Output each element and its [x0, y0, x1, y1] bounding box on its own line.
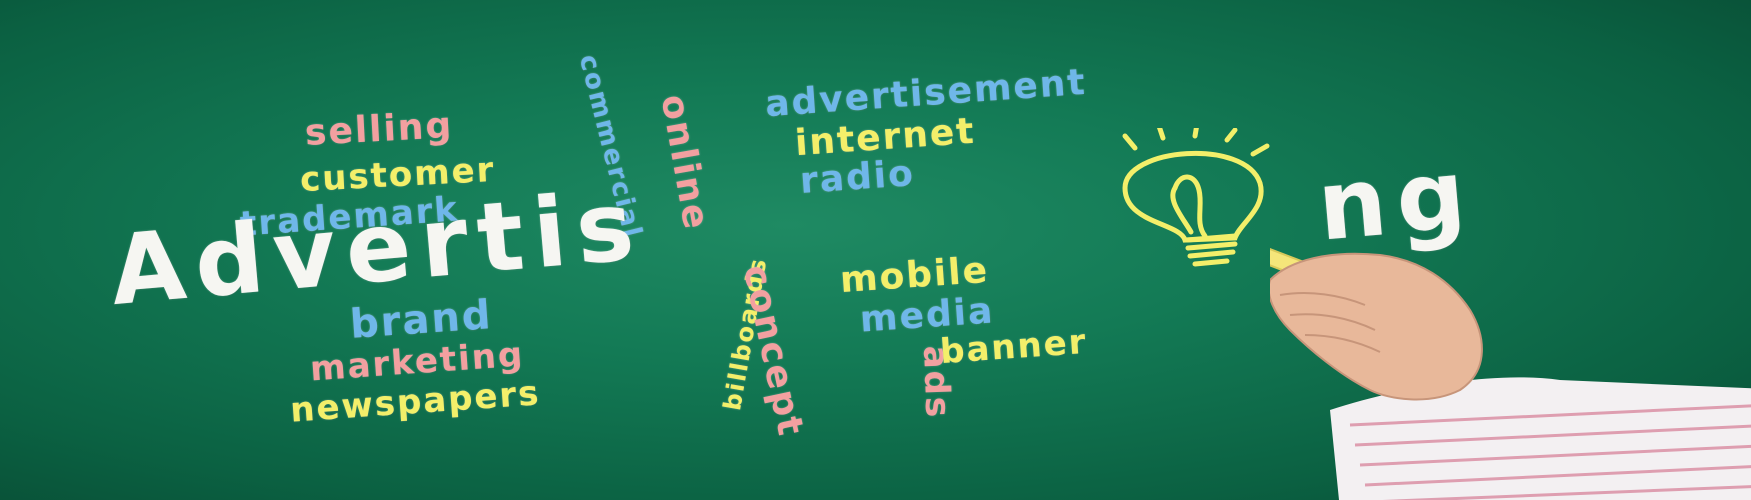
word-online: online — [652, 91, 717, 234]
lightbulb-icon — [1095, 121, 1325, 278]
headline-advertising-part1: Advertis — [106, 168, 648, 328]
headline-advertising-part2: ng — [1313, 137, 1480, 263]
word-banner: banner — [938, 321, 1089, 373]
word-selling: selling — [304, 105, 455, 154]
hand-holding-chalk — [1212, 228, 1751, 500]
word-radio: radio — [798, 153, 917, 202]
